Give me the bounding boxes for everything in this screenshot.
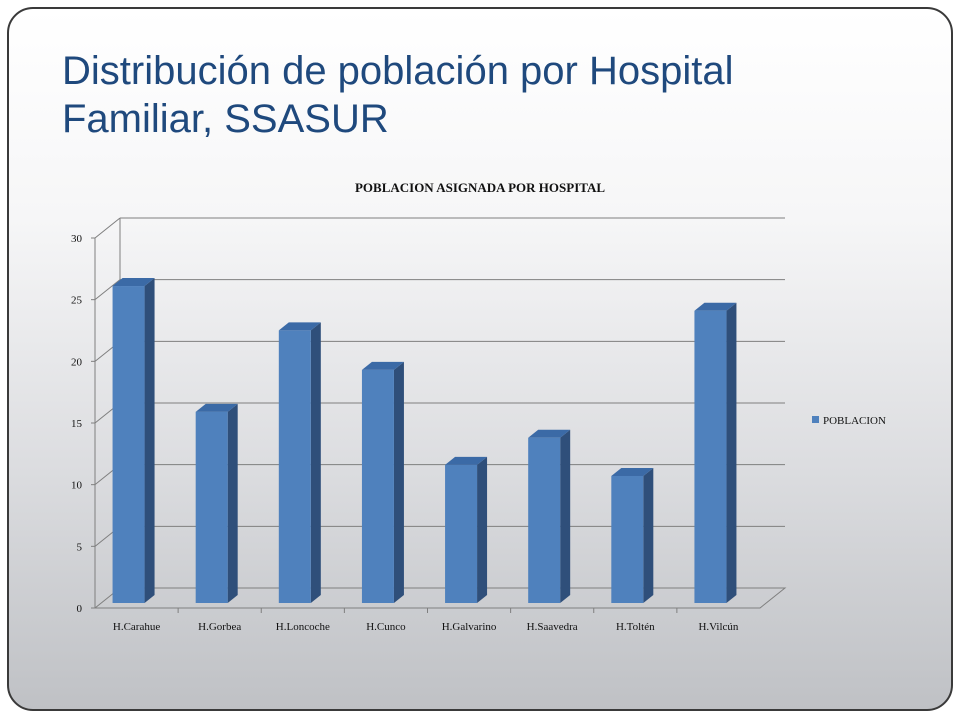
bar-top [112, 278, 155, 287]
bar-top [361, 361, 404, 370]
bar-series [112, 278, 737, 603]
bar-top [611, 467, 654, 476]
bar-top [694, 302, 737, 311]
bar-side [144, 278, 155, 603]
bar-side [310, 322, 321, 603]
y-tick-label: 10 [71, 480, 83, 492]
chart-legend: POBLACION [812, 415, 886, 427]
slide-title: Distribución de población por Hospital F… [62, 47, 922, 143]
y-tick-label: 5 [77, 541, 83, 553]
bar-side [726, 302, 737, 603]
x-tick-label: H.Loncoche [276, 621, 330, 633]
bar-top [195, 403, 238, 412]
bar-side [643, 467, 654, 603]
slide-title-line-2: Familiar, SSASUR [62, 97, 389, 141]
slide-title-line-1: Distribución de población por Hospital [62, 49, 734, 93]
bar-front [611, 475, 644, 603]
bar-front [528, 437, 561, 603]
x-tick-label: H.Vilcún [698, 621, 738, 633]
x-tick-label: H.Gorbea [198, 621, 241, 633]
y-tick-label: 0 [77, 603, 83, 615]
bar-side [393, 361, 404, 603]
bar-front [694, 310, 727, 603]
bar-front [112, 286, 145, 603]
legend-swatch [812, 416, 819, 423]
chart-floor [93, 587, 787, 609]
bar [361, 361, 404, 603]
bar-front [445, 464, 478, 603]
bar [112, 278, 155, 603]
x-tick-label: H.Galvarino [442, 621, 497, 633]
y-tick-label: 20 [71, 356, 83, 368]
y-axis-ticks: 0 5 10 15 20 25 30 [71, 233, 95, 615]
bar-side [477, 456, 488, 603]
bar-top [278, 322, 321, 331]
y-tick-label: 15 [71, 418, 83, 430]
bar-side [560, 429, 571, 603]
legend-label: POBLACION [823, 415, 886, 427]
x-tick-label: H.Carahue [113, 621, 160, 633]
bar [445, 456, 488, 603]
bar [195, 403, 238, 603]
bar-side [227, 403, 238, 603]
gridline-side [94, 279, 121, 301]
y-tick-label: 30 [71, 233, 83, 245]
bar-front [195, 411, 228, 603]
bar [528, 429, 571, 603]
bar-top [528, 429, 571, 438]
x-axis-labels: H.Carahue H.Gorbea H.Loncoche H.Cunco H.Galv… [113, 608, 739, 633]
bar [278, 322, 321, 603]
x-tick-label: H.Cunco [366, 621, 406, 633]
gridline-side [94, 217, 121, 239]
bar [694, 302, 737, 603]
x-tick-label: H.Saavedra [527, 621, 578, 633]
bar-front [278, 330, 311, 603]
bar [611, 467, 654, 603]
chart-title: POBLACION ASIGNADA POR HOSPITAL [355, 180, 605, 195]
bar-top [445, 456, 488, 465]
y-tick-label: 25 [71, 295, 83, 307]
bar-front [361, 369, 394, 603]
x-tick-label: H.Toltén [616, 621, 655, 633]
